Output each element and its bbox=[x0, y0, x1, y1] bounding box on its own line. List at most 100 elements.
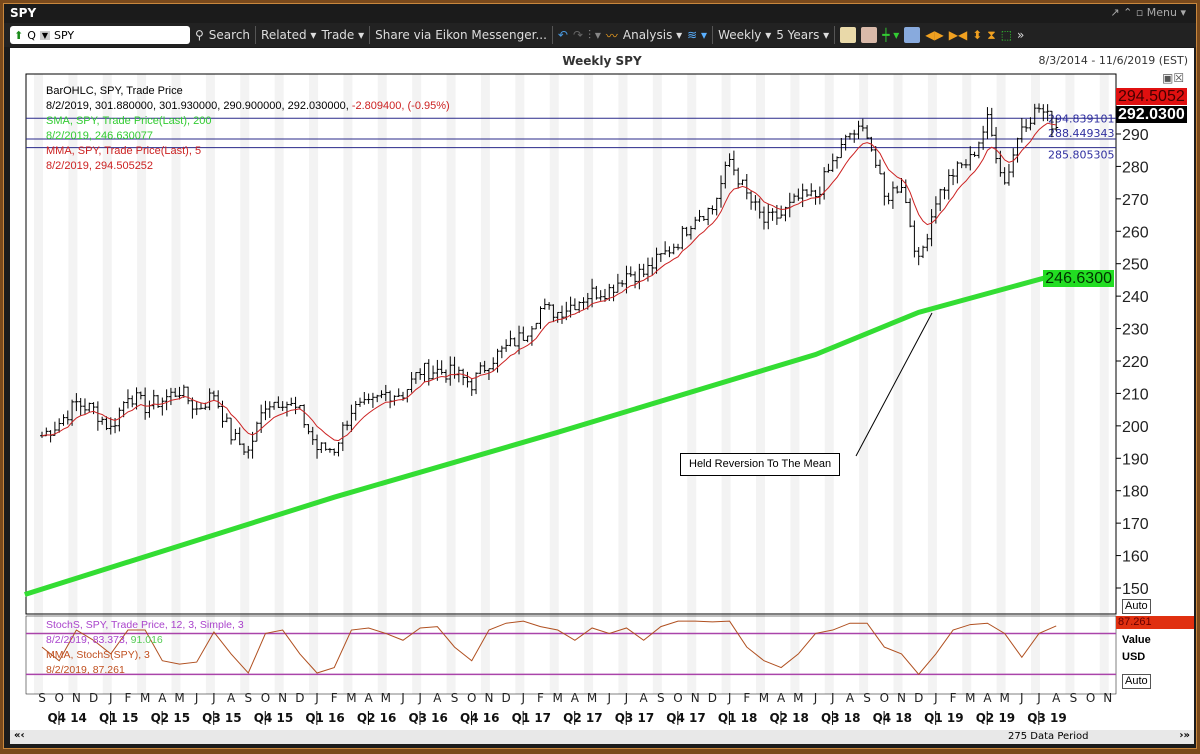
y-tick-label: 160 bbox=[1122, 549, 1149, 566]
month-label: S bbox=[1070, 691, 1078, 705]
y-tick-label: 210 bbox=[1122, 386, 1149, 403]
panel-controls[interactable]: ▣☒ bbox=[1162, 71, 1185, 85]
scroll-left-icon[interactable]: «‹ bbox=[14, 730, 25, 741]
mma-5-line bbox=[41, 122, 1057, 442]
month-label: D bbox=[708, 691, 717, 705]
month-label: O bbox=[54, 691, 63, 705]
bar-style-icon[interactable]: ⫶ ▾ bbox=[588, 27, 601, 42]
month-label: O bbox=[880, 691, 889, 705]
ric-input[interactable]: ⬆ Q ▼ SPY bbox=[10, 26, 190, 44]
month-label: M bbox=[346, 691, 356, 705]
quarter-label: Q1 15 bbox=[99, 711, 138, 725]
title-bar: SPY ↗ ⌃ ▫ Menu ▾ bbox=[4, 4, 1196, 23]
scroll-right-icon[interactable]: ›» bbox=[1179, 730, 1190, 741]
quarter-label: Q1 16 bbox=[305, 711, 344, 725]
share-button[interactable]: Share via Eikon Messenger... bbox=[375, 28, 547, 42]
interval-select[interactable]: Weekly ▾ bbox=[718, 28, 772, 42]
toolbar: ⬆ Q ▼ SPY ⚲ Search Related ▾ Trade ▾ Sha… bbox=[4, 23, 1196, 47]
grid-stripe bbox=[962, 74, 972, 694]
window-controls[interactable]: ↗ ⌃ ▫ Menu ▾ bbox=[1110, 6, 1186, 19]
period-select[interactable]: 5 Years ▾ bbox=[776, 28, 830, 42]
grid-stripe bbox=[137, 74, 147, 694]
annotation-label[interactable]: Held Reversion To The Mean bbox=[680, 453, 841, 476]
month-label: D bbox=[89, 691, 98, 705]
dropdown-icon[interactable]: ▼ bbox=[39, 30, 51, 40]
pan-horizontal-icon[interactable]: ◀▶ bbox=[925, 28, 944, 42]
chart-area: Weekly SPY 8/3/2014 - 11/6/2019 (EST) 15… bbox=[10, 48, 1194, 744]
horizontal-line-label: 294.839101 bbox=[1048, 112, 1114, 125]
month-label: M bbox=[140, 691, 150, 705]
pan-vertical-icon[interactable]: ⬍ bbox=[972, 28, 983, 42]
stoch-line bbox=[41, 620, 1057, 676]
quote-type[interactable]: Q bbox=[27, 28, 36, 42]
quarter-label: Q1 18 bbox=[718, 711, 757, 725]
grid-stripe bbox=[1031, 74, 1041, 694]
month-label: N bbox=[1103, 691, 1112, 705]
month-label: S bbox=[657, 691, 665, 705]
horizontal-line-label: 288.449343 bbox=[1048, 127, 1114, 140]
month-label: J bbox=[606, 691, 611, 705]
quarter-label: Q1 17 bbox=[512, 711, 551, 725]
month-label: A bbox=[227, 691, 236, 705]
legend-sma-value: 8/2/2019, 246.630077 bbox=[46, 130, 154, 142]
month-label: A bbox=[1052, 691, 1061, 705]
price-chart[interactable]: 150 160 170 180 190 200 210 220 230 240 250 260 270 2… bbox=[10, 48, 1194, 744]
overlay-icon[interactable]: ≋ ▾ bbox=[687, 28, 708, 42]
undo-icon[interactable]: ↶ bbox=[557, 28, 568, 42]
month-label: M bbox=[587, 691, 597, 705]
zoom-box-icon[interactable] bbox=[904, 27, 921, 43]
quarter-label: Q2 16 bbox=[357, 711, 396, 725]
month-label: F bbox=[537, 691, 544, 705]
y-tick-label: 280 bbox=[1122, 159, 1149, 176]
related-menu[interactable]: Related ▾ bbox=[261, 28, 317, 42]
crosshair-icon[interactable]: ┿ ▾ bbox=[882, 28, 900, 42]
month-label: M bbox=[381, 691, 391, 705]
stoch-d: 91.016 bbox=[130, 634, 163, 646]
more-icon[interactable]: » bbox=[1017, 28, 1025, 42]
month-label: J bbox=[813, 691, 818, 705]
month-label: N bbox=[897, 691, 906, 705]
grid-stripe bbox=[755, 74, 765, 694]
month-label: J bbox=[830, 691, 835, 705]
window-title: SPY bbox=[10, 6, 37, 20]
line-chart-icon[interactable] bbox=[840, 27, 857, 43]
month-label: M bbox=[999, 691, 1009, 705]
month-label: D bbox=[914, 691, 923, 705]
auto-scale-button[interactable]: Auto bbox=[1122, 599, 1151, 614]
month-label: O bbox=[673, 691, 682, 705]
analysis-menu[interactable]: Analysis ▾ bbox=[622, 28, 683, 42]
y-tick-label: 290 bbox=[1122, 127, 1149, 144]
select-icon[interactable]: ⬚ bbox=[1000, 28, 1013, 42]
month-label: M bbox=[793, 691, 803, 705]
month-label: S bbox=[451, 691, 459, 705]
horizontal-line-label: 285.805305 bbox=[1048, 149, 1114, 162]
data-period-label: 275 Data Period bbox=[1008, 731, 1089, 742]
month-label: N bbox=[278, 691, 287, 705]
compare-chart-icon[interactable] bbox=[861, 27, 878, 43]
month-label: O bbox=[1086, 691, 1095, 705]
grid-stripe bbox=[446, 74, 456, 694]
grid-stripe bbox=[34, 74, 43, 694]
month-label: A bbox=[158, 691, 167, 705]
shrink-horizontal-icon[interactable]: ▶◀ bbox=[948, 28, 968, 42]
month-label: A bbox=[433, 691, 442, 705]
shrink-vertical-icon[interactable]: ⧗ bbox=[987, 27, 996, 42]
legend-bar-values: 8/2/2019, 301.880000, 301.930000, 290.90… bbox=[46, 99, 450, 114]
search-button[interactable]: Search bbox=[208, 28, 251, 42]
grid-stripe bbox=[412, 74, 422, 694]
grid-stripe bbox=[584, 74, 594, 694]
trade-menu[interactable]: Trade ▾ bbox=[321, 28, 365, 42]
month-label: F bbox=[950, 691, 957, 705]
month-label: F bbox=[331, 691, 338, 705]
time-scrollbar[interactable]: «‹ 275 Data Period ›» bbox=[10, 730, 1194, 744]
y-tick-label: 260 bbox=[1122, 224, 1149, 241]
redo-icon[interactable]: ↷ bbox=[572, 28, 584, 42]
ric-value[interactable]: SPY bbox=[54, 28, 75, 42]
stoch-border bbox=[25, 615, 1117, 695]
quarter-label: Q4 15 bbox=[254, 711, 293, 725]
stoch-k: 8/2/2019, 83.373, bbox=[46, 634, 131, 646]
month-label: M bbox=[965, 691, 975, 705]
month-label: A bbox=[571, 691, 580, 705]
auto-scale-button-2[interactable]: Auto bbox=[1122, 674, 1151, 689]
currency-label: USD bbox=[1122, 651, 1146, 663]
